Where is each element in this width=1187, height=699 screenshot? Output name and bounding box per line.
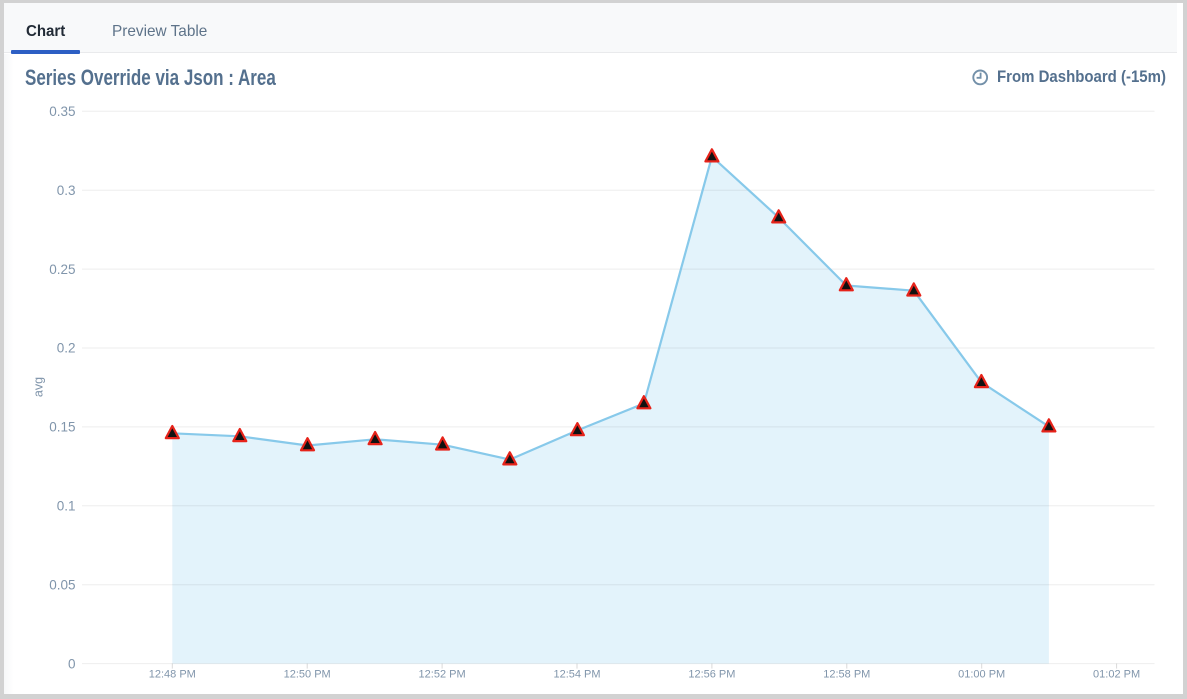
svg-text:0.3: 0.3 bbox=[57, 183, 76, 198]
svg-text:avg: avg bbox=[32, 377, 46, 397]
svg-text:12:58 PM: 12:58 PM bbox=[823, 669, 870, 681]
svg-text:0.1: 0.1 bbox=[57, 499, 76, 514]
svg-text:0.35: 0.35 bbox=[49, 104, 75, 119]
svg-text:0.25: 0.25 bbox=[49, 262, 75, 277]
svg-text:12:56 PM: 12:56 PM bbox=[688, 669, 735, 681]
svg-text:0.15: 0.15 bbox=[49, 420, 75, 435]
svg-text:01:00 PM: 01:00 PM bbox=[958, 669, 1005, 681]
svg-text:12:48 PM: 12:48 PM bbox=[149, 669, 196, 681]
svg-text:12:52 PM: 12:52 PM bbox=[419, 669, 466, 681]
svg-text:12:50 PM: 12:50 PM bbox=[284, 669, 331, 681]
svg-text:01:02 PM: 01:02 PM bbox=[1093, 669, 1140, 681]
svg-text:0: 0 bbox=[68, 656, 76, 671]
svg-text:0.2: 0.2 bbox=[57, 341, 76, 356]
svg-text:0.05: 0.05 bbox=[49, 577, 75, 592]
svg-text:12:54 PM: 12:54 PM bbox=[553, 669, 600, 681]
